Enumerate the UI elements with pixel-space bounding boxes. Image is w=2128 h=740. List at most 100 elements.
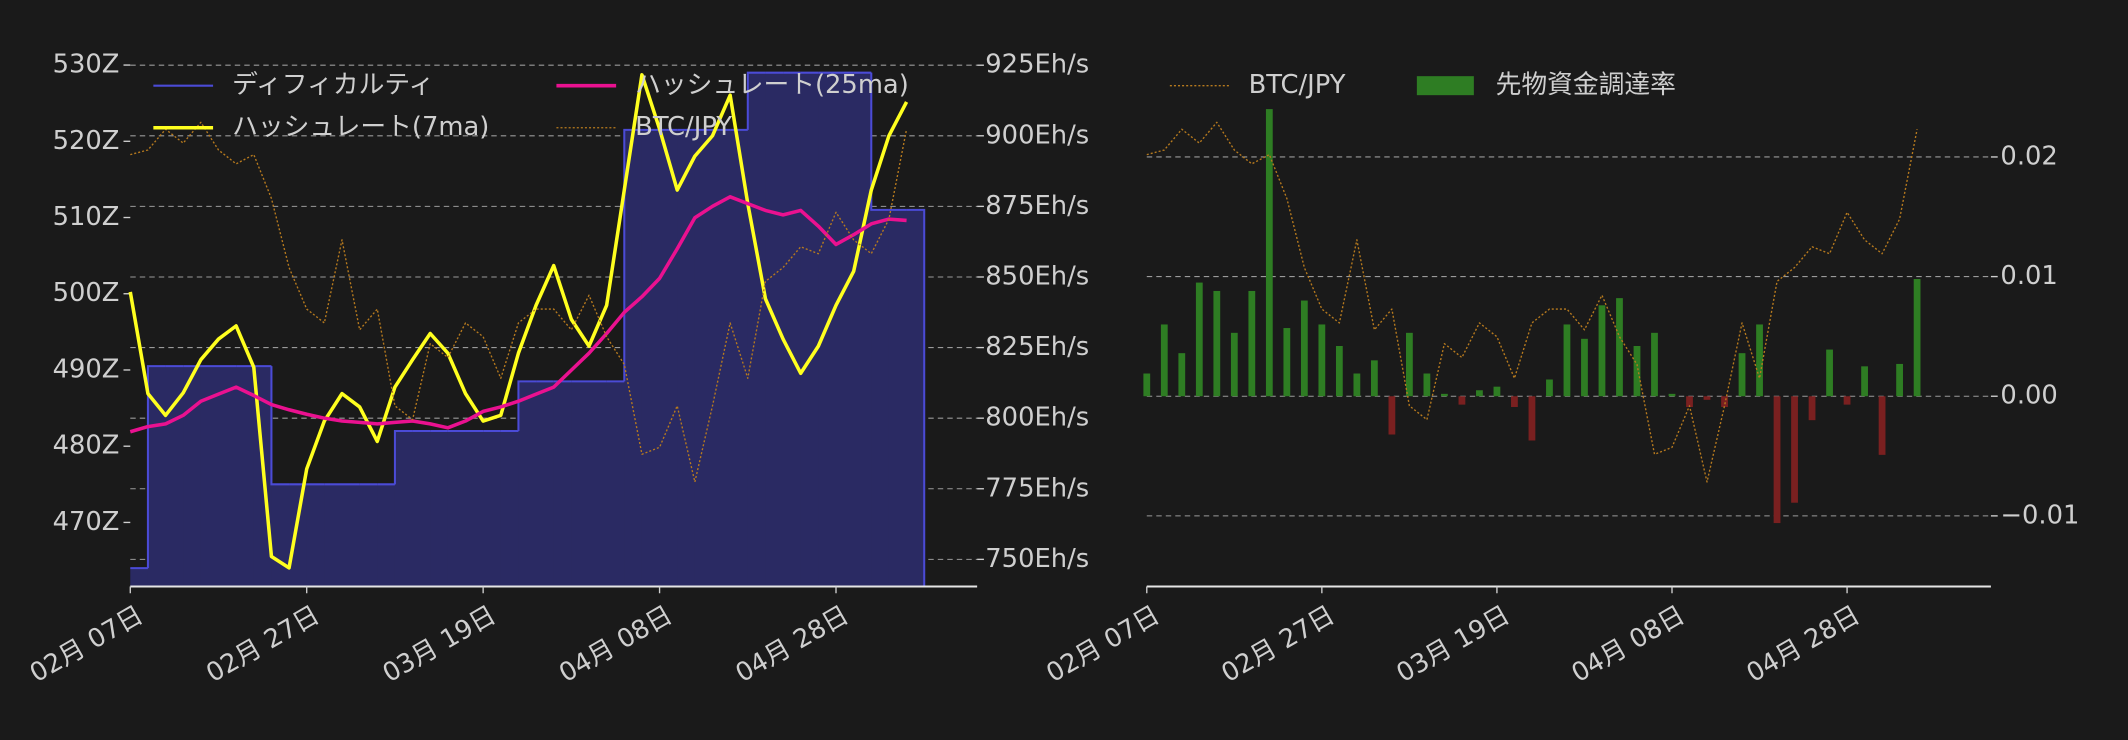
area xyxy=(730,129,749,587)
area xyxy=(518,381,537,587)
area xyxy=(659,129,678,587)
bar xyxy=(1878,396,1886,455)
legend-swatch xyxy=(1416,76,1474,96)
area xyxy=(783,72,802,587)
bar xyxy=(1546,379,1553,397)
area xyxy=(906,209,925,587)
step-line xyxy=(906,208,926,587)
bar xyxy=(1791,396,1798,503)
area xyxy=(853,72,872,587)
area xyxy=(712,129,731,587)
bar xyxy=(1300,300,1308,397)
legend-label: ディフィカルティ xyxy=(232,70,434,100)
area xyxy=(641,129,661,587)
legend-label: ハッシュレート(25ma) xyxy=(635,70,909,100)
step-line xyxy=(623,128,642,382)
step-line xyxy=(146,365,166,569)
bar xyxy=(1493,386,1501,397)
bar xyxy=(1616,298,1623,397)
bar xyxy=(1651,332,1658,397)
bar xyxy=(1423,373,1431,397)
y-tick-label: 875Eh/s xyxy=(985,191,1089,221)
area xyxy=(289,484,308,587)
bar xyxy=(1388,396,1396,435)
bar xyxy=(1843,396,1851,405)
y-tick-label: 800Eh/s xyxy=(985,403,1089,433)
bar xyxy=(1581,338,1588,397)
bar xyxy=(1195,282,1203,397)
area xyxy=(888,209,908,587)
bar xyxy=(1441,393,1448,397)
bar xyxy=(1370,360,1378,397)
area xyxy=(130,568,149,587)
y-tick-label: 925Eh/s xyxy=(985,50,1089,80)
bar xyxy=(1896,363,1903,397)
area xyxy=(218,366,237,587)
area xyxy=(359,484,378,587)
bar xyxy=(1178,353,1186,397)
bar xyxy=(1686,396,1693,408)
bar xyxy=(1738,353,1746,397)
area xyxy=(571,381,590,587)
bar xyxy=(1353,373,1361,397)
area xyxy=(836,72,855,587)
bar xyxy=(1511,396,1518,408)
bar xyxy=(1633,345,1641,397)
area xyxy=(536,381,555,587)
bar xyxy=(1458,396,1466,405)
area xyxy=(342,484,361,587)
area xyxy=(624,129,643,587)
bar xyxy=(1598,305,1606,397)
area xyxy=(324,484,343,587)
area xyxy=(694,129,714,587)
bar xyxy=(1143,373,1151,397)
area xyxy=(447,430,467,587)
y-tick-label: 825Eh/s xyxy=(985,332,1089,362)
area xyxy=(589,381,608,587)
legend-label: BTC/JPY xyxy=(635,112,732,142)
area xyxy=(871,209,890,587)
area xyxy=(677,129,696,587)
bar xyxy=(1160,324,1168,397)
area xyxy=(394,430,414,587)
area xyxy=(765,72,784,587)
legend-label: 先物資金調達率 xyxy=(1496,70,1676,100)
bar xyxy=(1335,345,1343,397)
area xyxy=(271,484,290,587)
y-tick-label: 0.01 xyxy=(2000,261,2057,291)
y-tick-label: 0.00 xyxy=(2000,381,2057,411)
bar xyxy=(1861,366,1868,397)
legend-label: BTC/JPY xyxy=(1249,70,1346,100)
bar xyxy=(1913,278,1921,397)
series-line xyxy=(129,195,907,434)
bar xyxy=(1756,324,1763,397)
y-tick-label: 775Eh/s xyxy=(985,473,1089,503)
y-tick-label: 850Eh/s xyxy=(985,261,1089,291)
area xyxy=(500,430,519,587)
bar xyxy=(1563,324,1571,397)
area xyxy=(306,484,325,587)
bar xyxy=(1721,396,1728,408)
y-tick-label: 750Eh/s xyxy=(985,544,1089,574)
area xyxy=(818,72,837,587)
legend-label: ハッシュレート(7ma) xyxy=(232,112,489,142)
y-tick-label: 480Z xyxy=(53,431,120,461)
area xyxy=(606,381,625,587)
area xyxy=(236,366,255,587)
area xyxy=(147,366,167,587)
bar xyxy=(1773,396,1781,524)
bar xyxy=(1406,332,1413,397)
bar xyxy=(1213,290,1221,397)
bar xyxy=(1668,393,1676,397)
step-line xyxy=(517,380,537,431)
y-tick-label: 490Z xyxy=(53,354,120,384)
bar xyxy=(1318,324,1326,397)
step-line xyxy=(870,72,889,211)
y-tick-label: 500Z xyxy=(53,278,120,308)
step-line xyxy=(393,429,413,485)
bar xyxy=(1248,290,1256,397)
y-tick-label: 900Eh/s xyxy=(985,120,1089,150)
bar xyxy=(1808,396,1816,421)
y-tick-label: 470Z xyxy=(53,507,120,537)
